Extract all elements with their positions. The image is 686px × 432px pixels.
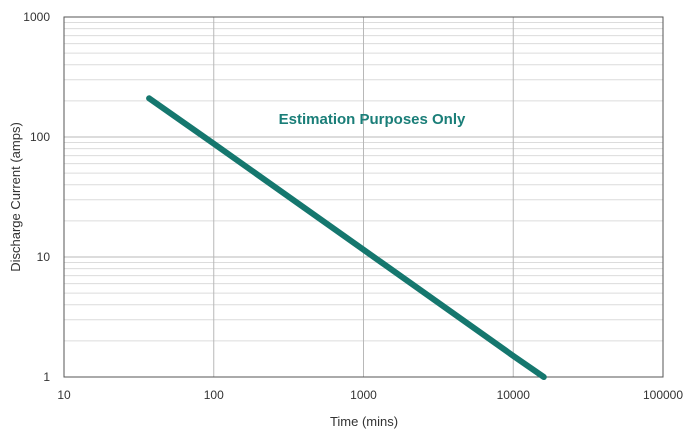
y-tick-label: 10 bbox=[37, 250, 51, 264]
annotation-text: Estimation Purposes Only bbox=[279, 111, 466, 128]
x-tick-label: 10000 bbox=[497, 388, 531, 402]
y-axis-title: Discharge Current (amps) bbox=[8, 122, 23, 272]
x-tick-label: 100 bbox=[204, 388, 224, 402]
y-tick-label: 1000 bbox=[23, 10, 50, 24]
y-tick-label: 100 bbox=[30, 130, 50, 144]
series-layer bbox=[146, 95, 547, 380]
discharge-line bbox=[146, 95, 547, 380]
x-axis-title: Time (mins) bbox=[330, 414, 398, 429]
x-tick-label: 1000 bbox=[350, 388, 377, 402]
y-tick-label: 1 bbox=[43, 370, 50, 384]
grid bbox=[63, 16, 664, 378]
plot-frame bbox=[63, 16, 664, 378]
axis-ticks: 10 100 1000 10000 100000 1 10 100 1000 bbox=[23, 10, 683, 402]
x-tick-label: 100000 bbox=[643, 388, 683, 402]
x-tick-label: 10 bbox=[57, 388, 71, 402]
